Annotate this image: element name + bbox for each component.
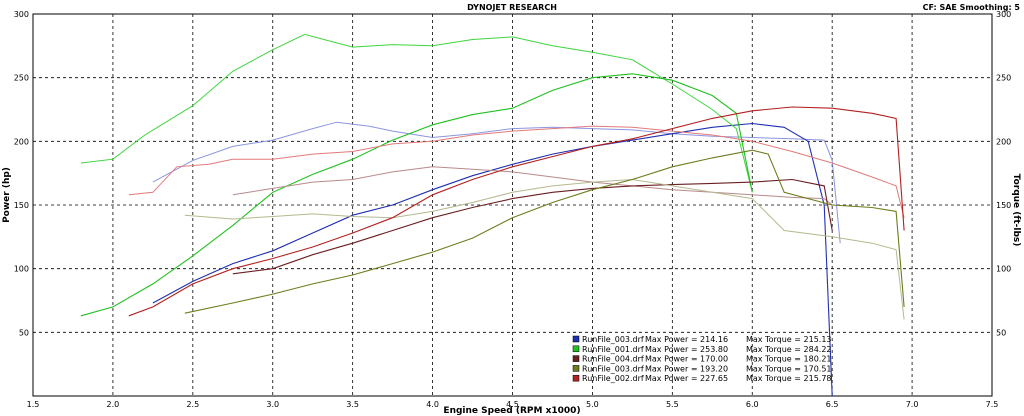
torque-line-5 [128,125,905,218]
legend-run-name: RunFile_001.drf [582,345,644,354]
legend-max-torque: Max Torque = 215.13 [746,335,832,344]
series-lines [80,33,905,397]
y2-ticks: 50 100 150 200 250 300 [996,10,1011,337]
chart-title: DYNOJET RESEARCH [467,3,557,12]
y-tick-label: 200 [14,137,29,146]
legend-max-power: Max Power = 214.16 [645,335,728,344]
y2-tick-label: 100 [996,265,1011,274]
y2-tick-label: 300 [996,10,1011,19]
legend-swatch [572,335,580,343]
legend-run-name: RunFile_003.drf [582,335,644,344]
legend-max-torque: Max Torque = 215.78 [746,374,832,383]
power-line-4 [184,149,905,314]
y2-tick-label: 150 [996,201,1011,210]
x-tick-label: 6.5 [826,400,839,409]
legend-run-name: RunFile_004.drf [582,355,644,364]
corner-note: CF: SAE Smoothing: 5 [923,3,1021,12]
x-tick-label: 7.5 [986,400,999,409]
legend-max-torque: Max Torque = 284.22 [746,345,832,354]
legend-swatch [572,374,580,382]
x-tick-label: 1.5 [27,400,40,409]
x-tick-label: 2.0 [107,400,120,409]
x-ticks: 1.5 2.0 2.5 3.0 3.5 4.0 4.5 5.0 5.5 6.0 6.5 7.0 7.5 [27,400,999,409]
x-tick-label: 3.5 [346,400,359,409]
legend-max-power: Max Power = 170.00 [645,355,728,364]
x-axis-label: Engine Speed (RPM x1000) [443,406,580,416]
y2-axis-label: Torque (ft-lbs) [1011,174,1021,247]
power-line-1 [152,122,833,397]
torque-line-4 [184,178,905,320]
y2-tick-label: 250 [996,74,1011,83]
x-tick-label: 4.5 [506,400,519,409]
x-tick-label: 3.0 [266,400,279,409]
y-tick-label: 50 [19,328,29,337]
torque-line-2 [80,33,753,193]
x-tick-label: 2.5 [186,400,199,409]
y2-tick-label: 200 [996,137,1011,146]
torque-line-3 [232,166,833,206]
legend-max-power: Max Power = 253.80 [645,345,728,354]
x-tick-label: 4.0 [426,400,439,409]
x-tick-label: 7.0 [906,400,919,409]
x-tick-label: 5.0 [586,400,599,409]
x-tick-label: 5.5 [666,400,679,409]
y-tick-label: 100 [14,265,29,274]
y-tick-label: 300 [14,10,29,19]
y-tick-label: 250 [14,74,29,83]
legend-max-power: Max Power = 193.20 [645,364,728,373]
legend-swatch [572,355,580,362]
power-line-3 [232,178,833,275]
y-axis-label: Power (hp) [2,167,12,223]
legend-run-name: RunFile_002.drf [582,374,644,383]
legend-max-torque: Max Torque = 170.51 [746,364,832,373]
legend-max-torque: Max Torque = 180.21 [746,355,832,364]
y2-tick-label: 50 [996,328,1006,337]
x-tick-label: 6.0 [746,400,759,409]
legend-swatch [572,345,580,353]
y-ticks: 50 100 150 200 250 300 [14,10,29,337]
legend-max-power: Max Power = 227.65 [645,374,728,383]
power-line-2 [80,73,753,317]
legend-run-name: RunFile_003.drf [582,364,644,373]
torque-line-1 [152,121,841,244]
power-line-5 [128,106,905,317]
legend: RunFile_003.drf Max Power = 214.16 Max Tor… [572,335,832,383]
legend-swatch [572,365,580,372]
y-tick-label: 150 [14,201,29,210]
